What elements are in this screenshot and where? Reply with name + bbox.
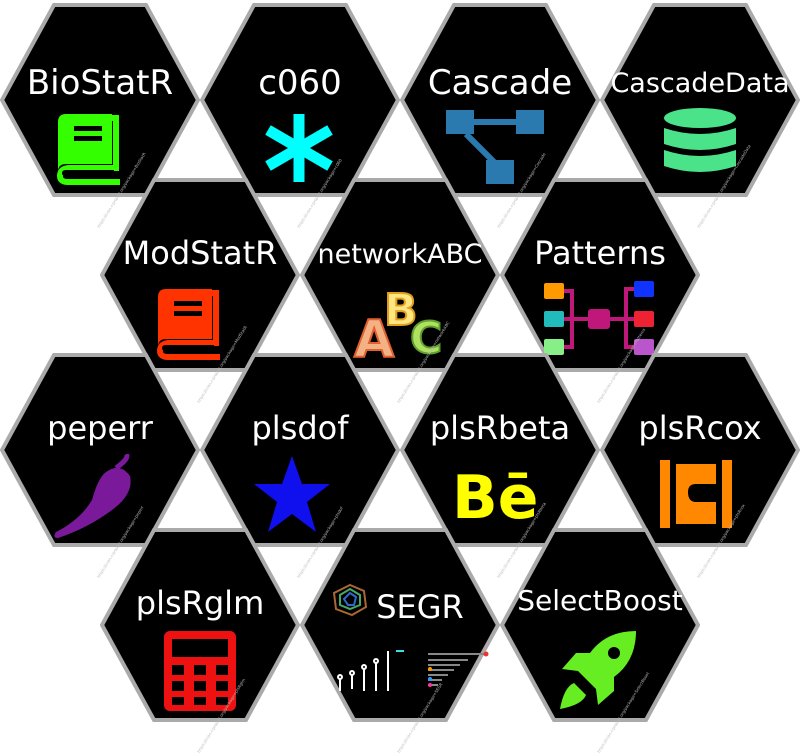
hex-plsdof[interactable]: plsdof https://cran.r-project.org/packag… xyxy=(200,350,400,579)
database-icon xyxy=(664,108,736,172)
hex-selectboost[interactable]: SelectBoost https://cran.r-project.org/p… xyxy=(500,525,700,754)
hex-title: Cascade xyxy=(427,63,573,103)
pepper-icon xyxy=(54,454,131,538)
hex-frame xyxy=(500,528,700,722)
hex-title: plsRcox xyxy=(638,409,762,447)
hex-title: ModStatR xyxy=(122,234,278,272)
hex-frame xyxy=(600,353,800,547)
asterisk-icon xyxy=(265,114,333,182)
hex-biostatr[interactable]: BioStatR https://cran.r-project.org/pack… xyxy=(0,0,200,229)
rocket-icon xyxy=(560,631,636,709)
hex-plsrcox[interactable]: plsRcox https://cran.r-project.org/packa… xyxy=(600,350,800,579)
lollipop-plot-thumbnail xyxy=(325,650,404,691)
calculator-icon xyxy=(164,631,236,711)
pattern-network-icon xyxy=(544,281,654,355)
hex-title: plsdof xyxy=(251,409,349,447)
hex-plsrglm[interactable]: plsRglm https://cran.r-project.org/packa… xyxy=(100,525,300,754)
hex-segr[interactable]: SEGR xyxy=(300,525,500,754)
hex-title: Patterns xyxy=(534,234,666,272)
hex-peperr[interactable]: peperr https://cran.r-project.org/packag… xyxy=(0,350,200,579)
hex-title: c060 xyxy=(258,63,342,103)
sitemap-icon xyxy=(446,110,544,184)
green-book-icon xyxy=(56,114,120,185)
radar-plot-thumbnail xyxy=(332,583,368,617)
hex-plsrbeta[interactable]: plsRbeta Bē https://cran.r-project.org/p… xyxy=(400,350,600,579)
svg-text:A: A xyxy=(354,310,394,365)
bar-plot-thumbnail xyxy=(428,651,489,687)
svg-text:C: C xyxy=(410,313,442,364)
plot-thumbnails-icon xyxy=(325,583,489,691)
red-book-icon xyxy=(156,289,220,360)
hex-title: peperr xyxy=(47,409,153,447)
codiepie-icon xyxy=(660,460,732,528)
svg-text:B: B xyxy=(384,285,418,336)
hex-frame xyxy=(100,528,300,722)
hex-frame xyxy=(600,3,800,197)
hex-networkabc[interactable]: networkABC A B C https://cran.r-project.… xyxy=(300,175,500,404)
hex-title: SelectBoost xyxy=(517,584,683,617)
svg-text:Bē: Bē xyxy=(452,463,538,524)
hex-title: BioStatR xyxy=(26,63,174,103)
behance-icon: Bē xyxy=(452,463,538,524)
hex-title: SEGR xyxy=(376,588,464,626)
star-icon xyxy=(254,456,330,532)
hex-title: plsRglm xyxy=(135,584,265,622)
hex-patterns[interactable]: Patterns https://cran.r-project.org/pack… xyxy=(500,175,700,404)
hex-title: networkABC xyxy=(317,239,483,270)
hex-modstatr[interactable]: ModStatR https://cran.r-project.org/pack… xyxy=(100,175,300,404)
abc-letters-icon: A B C xyxy=(353,284,443,365)
hex-c060[interactable]: c060 https://cran.r-project.org/package=… xyxy=(200,0,400,229)
hex-title: CascadeData xyxy=(610,68,790,99)
hex-cascadedata[interactable]: CascadeData https://cran.r-project.org/p… xyxy=(600,0,800,229)
hex-title: plsRbeta xyxy=(429,409,571,447)
hex-cascade[interactable]: Cascade https://cran.r-project.org/packa… xyxy=(400,0,600,229)
